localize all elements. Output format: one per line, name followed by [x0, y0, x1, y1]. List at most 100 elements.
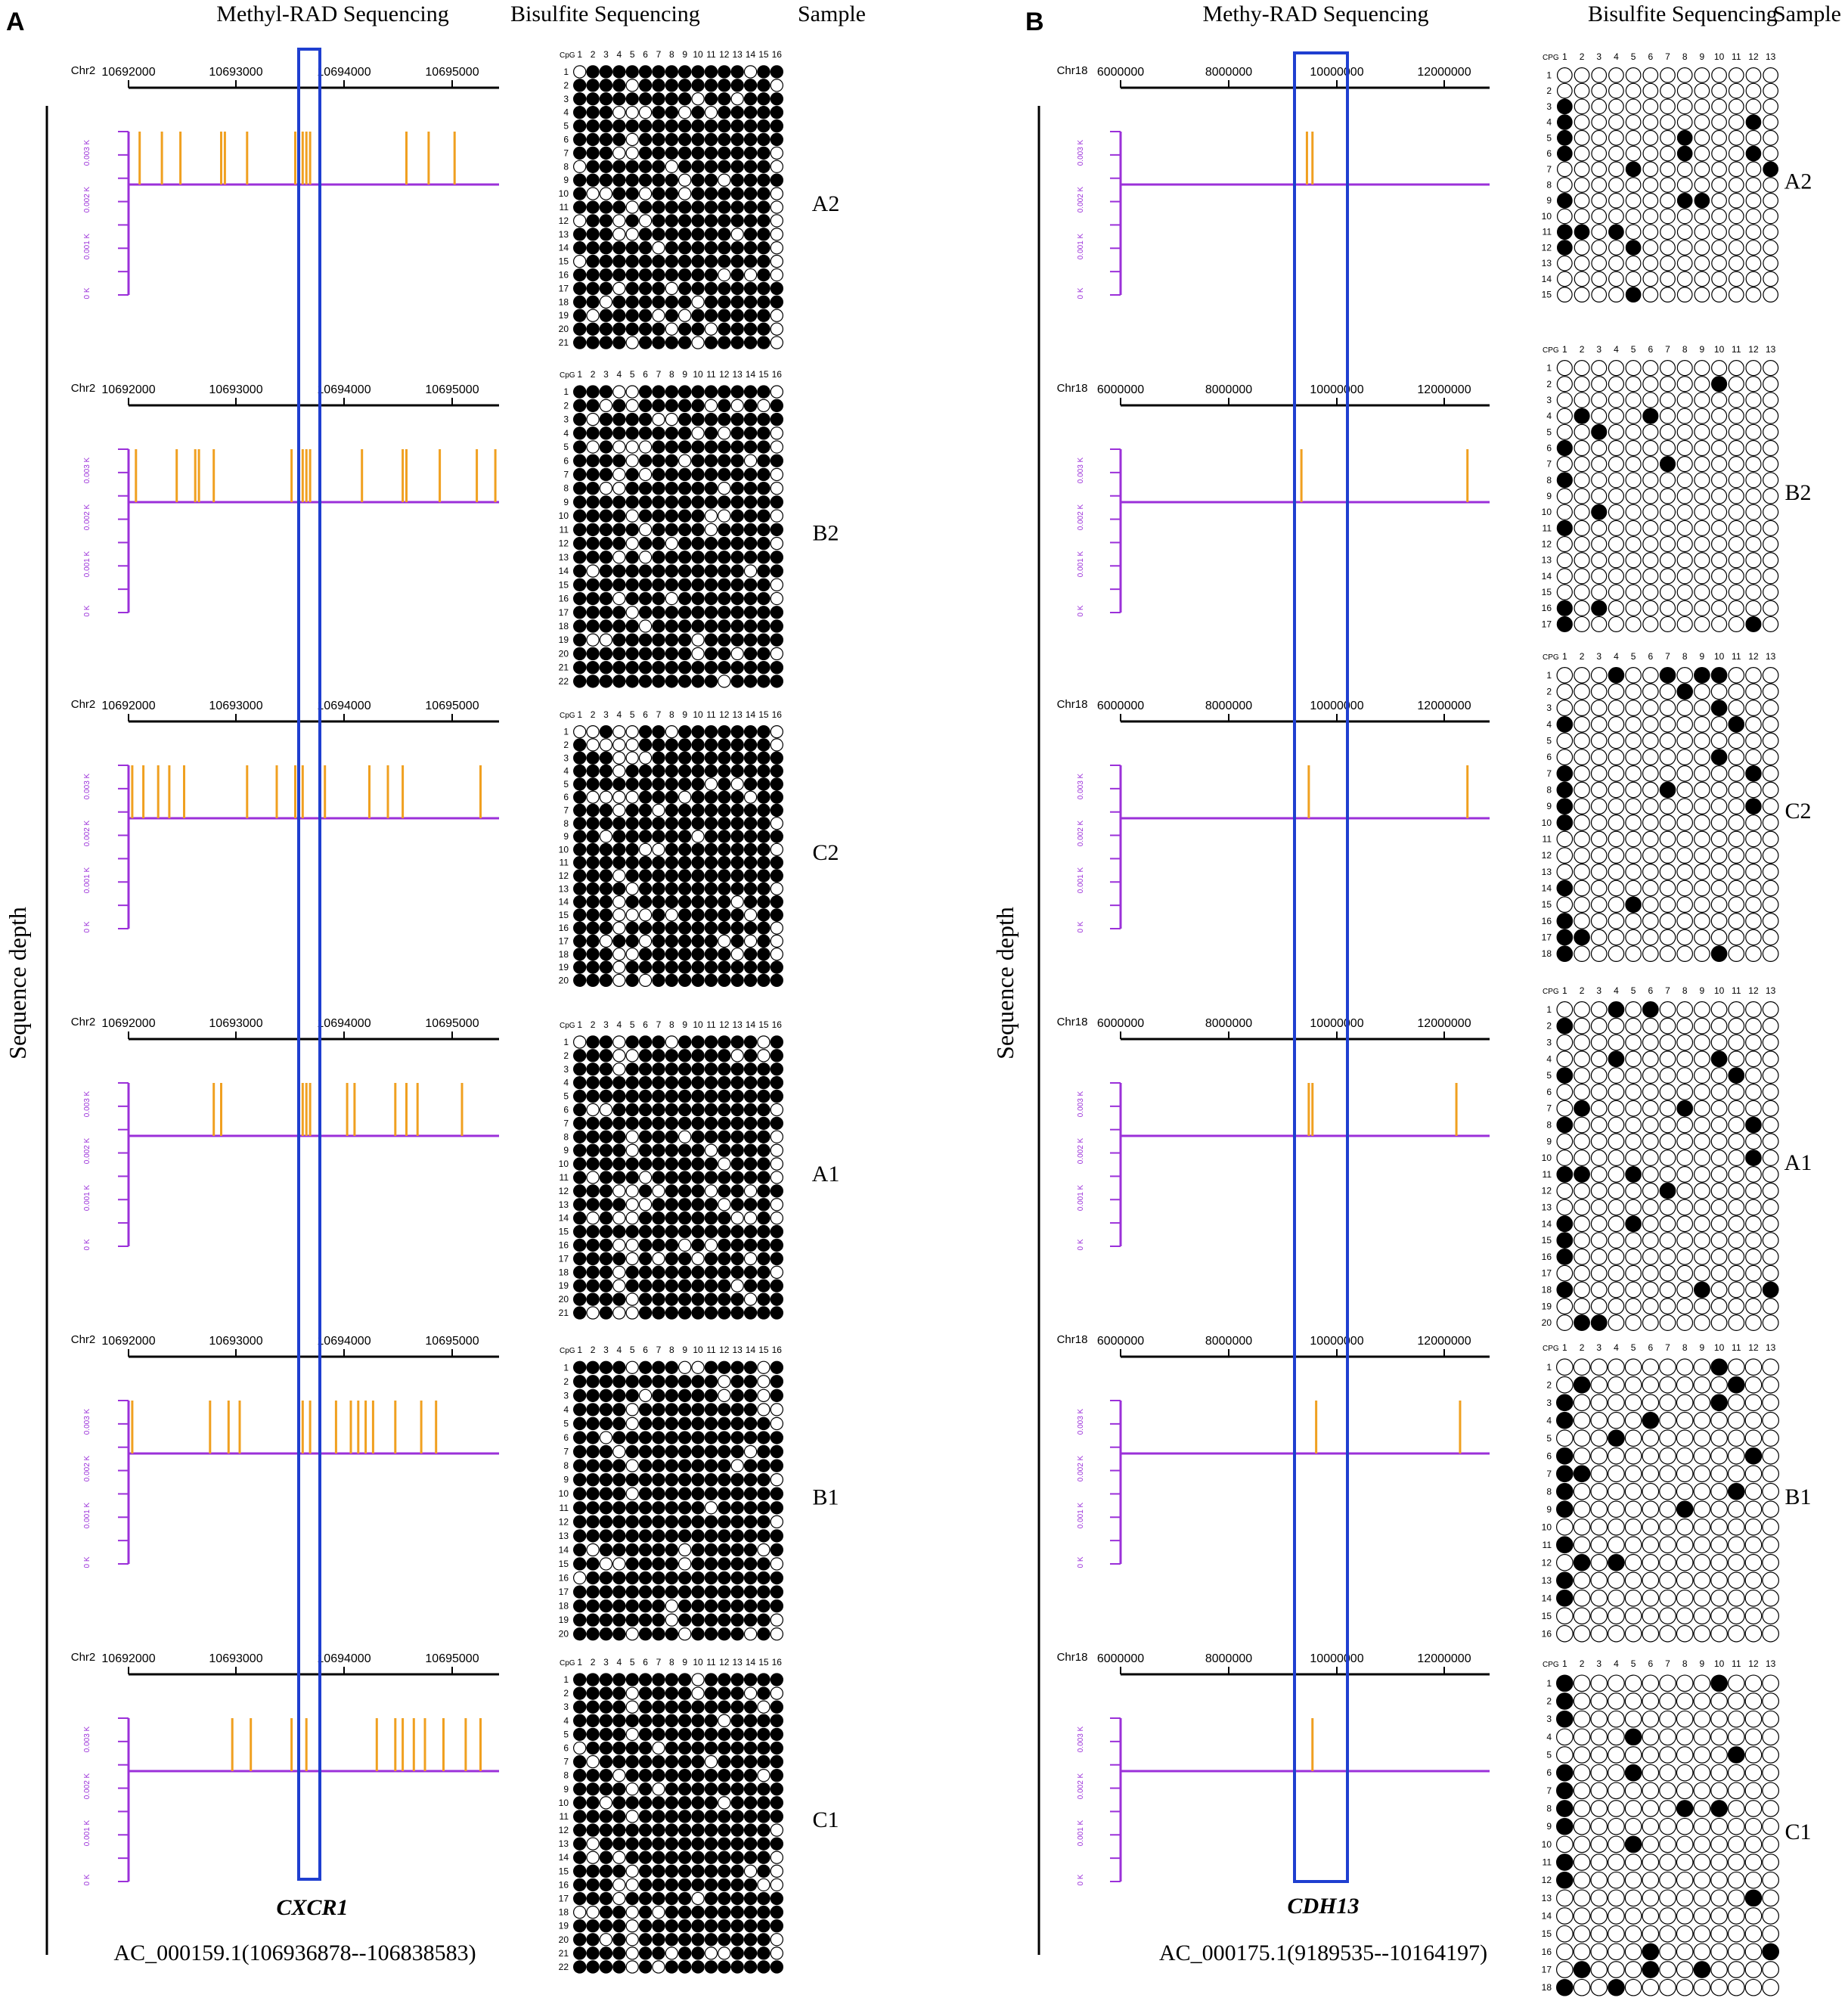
unmethylated-cpg [1659, 864, 1676, 880]
methylated-cpg [718, 1851, 731, 1864]
methylated-cpg [572, 268, 587, 282]
unmethylated-cpg [1694, 864, 1710, 880]
read-number: 2 [563, 740, 569, 750]
unmethylated-cpg [1590, 1800, 1608, 1817]
methylated-cpg [704, 869, 718, 883]
methylated-cpg [1608, 1429, 1625, 1447]
read-number: 4 [1546, 1415, 1552, 1426]
unmethylated-cpg [1590, 1692, 1608, 1710]
methylated-cpg [1608, 1978, 1625, 1996]
methylated-cpg [638, 1714, 653, 1728]
unmethylated-cpg [1676, 1518, 1694, 1536]
methylated-cpg [691, 578, 705, 591]
unmethylated-cpg [1659, 520, 1676, 536]
read-number: 2 [1546, 85, 1552, 96]
read-number: 4 [563, 107, 569, 118]
unmethylated-cpg [1590, 1000, 1608, 1018]
unmethylated-cpg [770, 482, 783, 495]
read-number: 12 [1542, 539, 1552, 550]
methylated-cpg [770, 1700, 783, 1714]
unmethylated-cpg [1744, 1728, 1763, 1746]
cpg-column-number: 14 [746, 1345, 756, 1355]
methylated-cpg [625, 1714, 639, 1728]
methylated-cpg [665, 1049, 678, 1063]
unmethylated-cpg [1642, 1764, 1660, 1782]
methylated-cpg [678, 777, 692, 791]
unmethylated-cpg [1608, 1199, 1625, 1216]
unmethylated-cpg [1574, 456, 1590, 473]
methylated-cpg [586, 1501, 600, 1515]
unmethylated-cpg [1608, 1482, 1625, 1500]
methylated-cpg [572, 1714, 587, 1728]
methylated-cpg [586, 1089, 600, 1103]
methylated-cpg [665, 1960, 678, 1974]
unmethylated-cpg [612, 385, 626, 399]
methylated-cpg [743, 619, 758, 633]
methylated-cpg [757, 578, 771, 591]
unmethylated-cpg [1745, 781, 1762, 799]
methylated-cpg [586, 1224, 600, 1239]
unmethylated-cpg [1659, 896, 1676, 914]
methylated-cpg [652, 1130, 665, 1143]
methylated-cpg [743, 228, 758, 241]
methylated-cpg [572, 1891, 587, 1906]
methylated-cpg [652, 1211, 665, 1225]
unmethylated-cpg [1659, 439, 1676, 457]
unmethylated-cpg [1625, 666, 1642, 684]
methylated-cpg [718, 564, 731, 578]
methylated-cpg [652, 254, 665, 268]
unmethylated-cpg [1573, 1978, 1591, 1996]
methylated-cpg [730, 606, 744, 619]
unmethylated-cpg [1574, 552, 1590, 569]
unmethylated-cpg [1676, 552, 1693, 569]
methylated-cpg [718, 1686, 731, 1700]
methylated-cpg [704, 751, 718, 765]
read-number: 11 [560, 1172, 569, 1183]
methylated-cpg [625, 1741, 639, 1755]
methylated-cpg [718, 322, 731, 336]
methylated-cpg [677, 1035, 692, 1049]
methylated-cpg [586, 1198, 600, 1211]
methylated-cpg [704, 200, 718, 214]
unmethylated-cpg [625, 1211, 639, 1225]
methylated-cpg [1573, 1961, 1591, 1978]
unmethylated-cpg [730, 1211, 744, 1225]
methylated-cpg [718, 1557, 731, 1571]
methylated-cpg [1625, 896, 1642, 914]
cpg-column-number: 7 [656, 49, 662, 60]
unmethylated-cpg [1728, 1248, 1745, 1265]
unmethylated-cpg [586, 1851, 600, 1864]
methylated-cpg [665, 254, 678, 268]
methylated-cpg [718, 1279, 731, 1292]
methylated-cpg [691, 1472, 705, 1487]
unmethylated-cpg [1745, 1133, 1762, 1150]
unmethylated-cpg [1727, 1943, 1745, 1961]
read-number: 6 [563, 455, 569, 466]
axis-tick-label: 10694000 [317, 700, 371, 712]
methylated-cpg [1608, 1000, 1625, 1018]
unmethylated-cpg [1608, 423, 1625, 440]
unmethylated-cpg [1728, 798, 1745, 815]
read-number: 1 [563, 727, 569, 737]
methylated-cpg [730, 591, 744, 606]
unmethylated-cpg [1694, 472, 1710, 489]
methylated-cpg [612, 1459, 626, 1472]
unmethylated-cpg [1608, 271, 1624, 287]
unmethylated-cpg [1591, 359, 1608, 377]
methylated-cpg [1556, 945, 1574, 963]
methylated-cpg [691, 467, 705, 482]
unmethylated-cpg [1694, 552, 1710, 569]
methylated-cpg [652, 1700, 665, 1714]
methylated-cpg [757, 1063, 771, 1076]
methylated-cpg [677, 1089, 692, 1103]
methylated-cpg [572, 1459, 587, 1472]
read-number: 13 [1542, 1893, 1552, 1903]
methylated-cpg [1763, 161, 1779, 178]
methylated-cpg [691, 160, 705, 173]
methylated-cpg [572, 1673, 587, 1686]
methylated-cpg [572, 454, 587, 467]
methylated-cpg [665, 105, 678, 119]
methylated-cpg [586, 855, 600, 870]
unmethylated-cpg [1642, 584, 1659, 600]
methylated-cpg [572, 1851, 587, 1864]
